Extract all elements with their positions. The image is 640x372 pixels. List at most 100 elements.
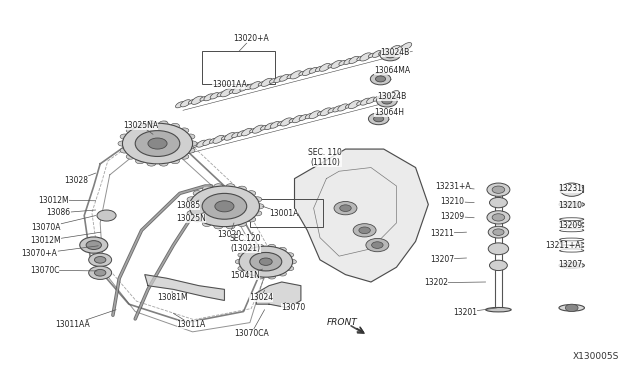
Circle shape [247, 217, 256, 222]
Ellipse shape [559, 305, 584, 311]
Text: 13070CA: 13070CA [234, 310, 269, 338]
Circle shape [340, 205, 351, 211]
Text: 13209: 13209 [440, 212, 474, 221]
Circle shape [186, 148, 195, 153]
Circle shape [247, 191, 256, 196]
Text: 13025NA: 13025NA [123, 121, 158, 134]
Text: SEC. 110
(11110): SEC. 110 (11110) [308, 148, 342, 167]
Circle shape [226, 224, 235, 229]
Ellipse shape [232, 86, 243, 94]
Ellipse shape [250, 129, 255, 133]
Ellipse shape [357, 56, 363, 61]
Circle shape [245, 247, 253, 252]
Ellipse shape [290, 71, 301, 79]
Circle shape [237, 221, 246, 227]
Ellipse shape [221, 89, 232, 97]
Text: 13070C: 13070C [30, 266, 97, 275]
Circle shape [238, 266, 246, 271]
Text: 13207: 13207 [430, 254, 467, 264]
Circle shape [374, 116, 384, 122]
Ellipse shape [200, 97, 206, 101]
Ellipse shape [317, 111, 323, 115]
Circle shape [214, 184, 223, 189]
Circle shape [171, 158, 179, 164]
Circle shape [376, 76, 386, 82]
Ellipse shape [169, 148, 178, 154]
Ellipse shape [309, 111, 320, 119]
Ellipse shape [221, 136, 227, 140]
Ellipse shape [331, 60, 342, 68]
Circle shape [180, 154, 189, 159]
Ellipse shape [232, 132, 239, 138]
Text: X130005S: X130005S [573, 352, 620, 361]
Ellipse shape [328, 64, 333, 68]
Circle shape [488, 243, 509, 255]
Text: 13209: 13209 [557, 221, 582, 230]
Circle shape [202, 221, 211, 227]
Circle shape [377, 95, 397, 107]
Circle shape [122, 123, 193, 164]
Circle shape [490, 260, 508, 270]
Ellipse shape [559, 262, 584, 268]
Ellipse shape [209, 138, 216, 143]
Ellipse shape [349, 56, 359, 64]
Ellipse shape [389, 45, 401, 54]
Ellipse shape [299, 71, 305, 76]
Text: 13231: 13231 [558, 185, 582, 193]
Ellipse shape [204, 94, 214, 101]
Circle shape [382, 98, 392, 104]
Circle shape [250, 253, 282, 271]
Circle shape [490, 198, 508, 208]
Circle shape [118, 141, 127, 146]
Text: 13207: 13207 [557, 260, 582, 269]
Circle shape [80, 237, 108, 253]
Circle shape [239, 246, 292, 277]
Ellipse shape [348, 100, 360, 109]
Circle shape [186, 134, 195, 139]
Ellipse shape [564, 264, 579, 267]
Ellipse shape [265, 123, 274, 129]
Circle shape [97, 210, 116, 221]
Ellipse shape [188, 100, 195, 104]
Circle shape [253, 197, 262, 202]
Ellipse shape [373, 96, 380, 101]
Ellipse shape [385, 94, 391, 98]
Ellipse shape [379, 49, 388, 55]
Circle shape [380, 49, 400, 61]
Circle shape [286, 266, 294, 271]
Ellipse shape [564, 203, 579, 206]
Ellipse shape [316, 66, 323, 71]
Ellipse shape [260, 125, 267, 130]
Text: SEC.120
(13021): SEC.120 (13021) [230, 232, 261, 253]
Ellipse shape [320, 108, 332, 116]
Ellipse shape [328, 108, 335, 113]
Text: 13070+A: 13070+A [22, 246, 99, 258]
Ellipse shape [377, 93, 388, 101]
Ellipse shape [299, 115, 307, 121]
Polygon shape [294, 149, 428, 282]
Ellipse shape [280, 74, 289, 81]
Ellipse shape [369, 53, 374, 58]
Circle shape [353, 224, 376, 237]
Circle shape [369, 113, 389, 125]
Circle shape [256, 275, 264, 279]
Circle shape [188, 141, 197, 146]
Text: 13001A: 13001A [262, 206, 298, 218]
Ellipse shape [225, 132, 236, 140]
Circle shape [187, 197, 196, 202]
Text: 13024B: 13024B [381, 48, 410, 57]
Text: FRONT: FRONT [327, 318, 358, 327]
Ellipse shape [372, 51, 382, 57]
Ellipse shape [388, 90, 399, 98]
Ellipse shape [237, 131, 245, 137]
Circle shape [256, 244, 264, 249]
Ellipse shape [319, 64, 330, 71]
Circle shape [136, 158, 145, 164]
Text: 13064MA: 13064MA [374, 66, 410, 75]
Text: 15041N: 15041N [230, 269, 262, 280]
Circle shape [278, 247, 286, 252]
Ellipse shape [241, 128, 252, 136]
Circle shape [226, 184, 235, 189]
Bar [560, 185, 583, 192]
Circle shape [238, 253, 246, 257]
